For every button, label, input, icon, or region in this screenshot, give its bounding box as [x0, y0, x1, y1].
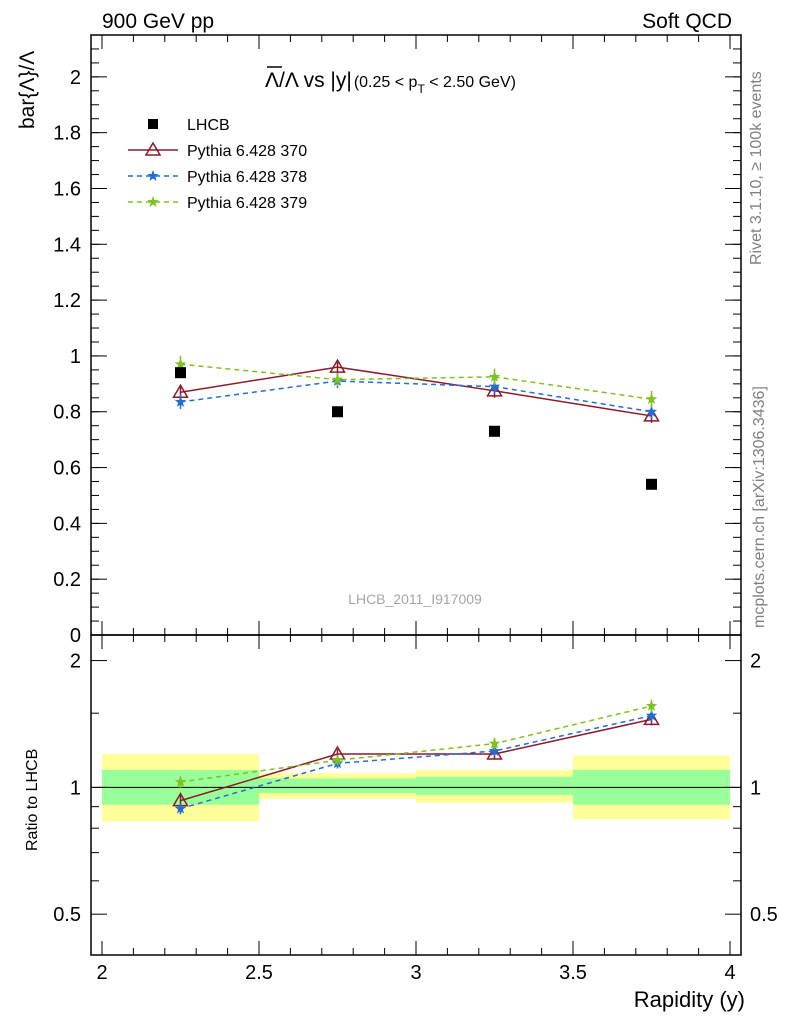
ratio-point [331, 754, 344, 766]
mc-point [329, 358, 346, 373]
mc-point [645, 393, 658, 405]
x-tick-label: 2.5 [245, 962, 273, 984]
mc-point [643, 407, 660, 422]
main-plot-panel: 0 0.2 0.4 0.6 0.8 1 1.2 1.4 1.6 1.8 2 [53, 34, 742, 647]
title-cut-close: < 2.50 GeV) [425, 74, 516, 91]
y-tick-label: 1.2 [53, 290, 81, 312]
svg-text:Λ/Λ vs |y|(0.25 < pT < 2.50 Ge: Λ/Λ vs |y| (0.25 < pT < 2.50 GeV) [265, 69, 516, 96]
x-tick-label: 3.5 [559, 962, 587, 984]
title-cut-subscript: T [417, 82, 425, 96]
legend-item: LHCB [148, 117, 230, 134]
x-axis-label: Rapidity (y) [634, 987, 745, 1012]
y-tick-label: 0.6 [53, 458, 81, 480]
y-tick-label: 1 [70, 346, 81, 368]
plot-title: Λ/Λ vs |y| (0.25 < pT < 2.50 GeV) [265, 66, 516, 96]
ratio-point [488, 737, 501, 749]
mc-point [174, 358, 187, 370]
legend-item: Pythia 6.428 378 [128, 169, 307, 186]
ratio-y-tick-label: 1 [70, 777, 81, 799]
mc-point [486, 382, 503, 397]
ratio-point [645, 700, 658, 711]
mc-point [331, 373, 344, 385]
legend: LHCB Pythia 6.428 370 Pythia 6.428 378 Pyth… [128, 117, 307, 212]
series-line [180, 366, 652, 417]
title-symbol-lambda-bar: Λ [265, 69, 279, 92]
ratio-y-axis-label: Ratio to LHCB [24, 749, 41, 851]
legend-marker [148, 119, 158, 129]
mc-point [645, 405, 658, 417]
legend-marker [144, 141, 162, 156]
legend-label: LHCB [187, 117, 230, 134]
mc-point [174, 395, 187, 407]
title-cut-open: (0.25 < p [354, 74, 418, 91]
source-label: mcplots.cern.ch [arXiv:1306.3436] [751, 386, 768, 628]
ratio-point [488, 745, 501, 756]
rivet-version-label: Rivet 3.1.10, ≥ 100k events [748, 71, 765, 265]
mc-point [488, 370, 501, 382]
legend-marker [147, 196, 159, 207]
mc-point [488, 380, 501, 392]
y-tick-label: 2 [70, 67, 81, 89]
data-point [646, 478, 657, 490]
y-tick-label: 1.8 [53, 123, 81, 145]
legend-item: Pythia 6.428 379 [128, 195, 307, 212]
ratio-y-tick-label-right: 2 [750, 651, 761, 673]
y-tick-label: 0.8 [53, 402, 81, 424]
series-line [180, 363, 652, 400]
ratio-uncertainty-band-inner [259, 778, 416, 793]
ratio-y-tick-label-right: 0.5 [750, 904, 778, 926]
ratio-uncertainty-band-inner [416, 776, 573, 795]
data-point [489, 425, 500, 437]
ratio-series-line [180, 714, 652, 810]
legend-label: Pythia 6.428 379 [187, 195, 307, 212]
x-tick-label: 2 [96, 962, 107, 984]
y-tick-label: 0 [70, 625, 81, 647]
y-tick-label: 1.6 [53, 178, 81, 200]
ratio-point [174, 802, 187, 814]
ratio-point [174, 775, 187, 787]
ratio-y-tick-label: 0.5 [53, 904, 81, 926]
legend-item: Pythia 6.428 370 [128, 141, 307, 160]
ratio-point [486, 745, 503, 760]
ratio-point [645, 709, 658, 721]
analysis-watermark: LHCB_2011_I917009 [348, 591, 482, 607]
y-tick-label: 0.4 [53, 513, 81, 535]
y-tick-label: 1.4 [53, 234, 81, 256]
ratio-y-tick-label: 2 [70, 651, 81, 673]
ratio-series-line [180, 705, 652, 783]
data-point [332, 406, 343, 418]
y-tick-label: 0.2 [53, 569, 81, 591]
series-line [180, 380, 652, 413]
data-point [175, 367, 186, 379]
x-tick-label: 3 [410, 962, 421, 984]
header-energy-label: 900 GeV pp [102, 10, 214, 33]
ratio-plot-panel: 2 2.5 3 3.5 4 0.5 0.5 1 1 2 2 [53, 634, 778, 984]
legend-label: Pythia 6.428 370 [187, 143, 307, 160]
x-tick-label: 4 [724, 962, 735, 984]
ratio-point [643, 710, 660, 726]
header-category-label: Soft QCD [642, 10, 732, 33]
y-axis-label: bar{Λ}/Λ [16, 51, 39, 129]
title-main-text: /Λ vs |y| [279, 69, 352, 92]
ratio-y-tick-label-right: 1 [750, 777, 761, 799]
ratio-series-line [180, 718, 652, 802]
legend-marker [147, 170, 159, 181]
legend-label: Pythia 6.428 378 [187, 169, 307, 186]
